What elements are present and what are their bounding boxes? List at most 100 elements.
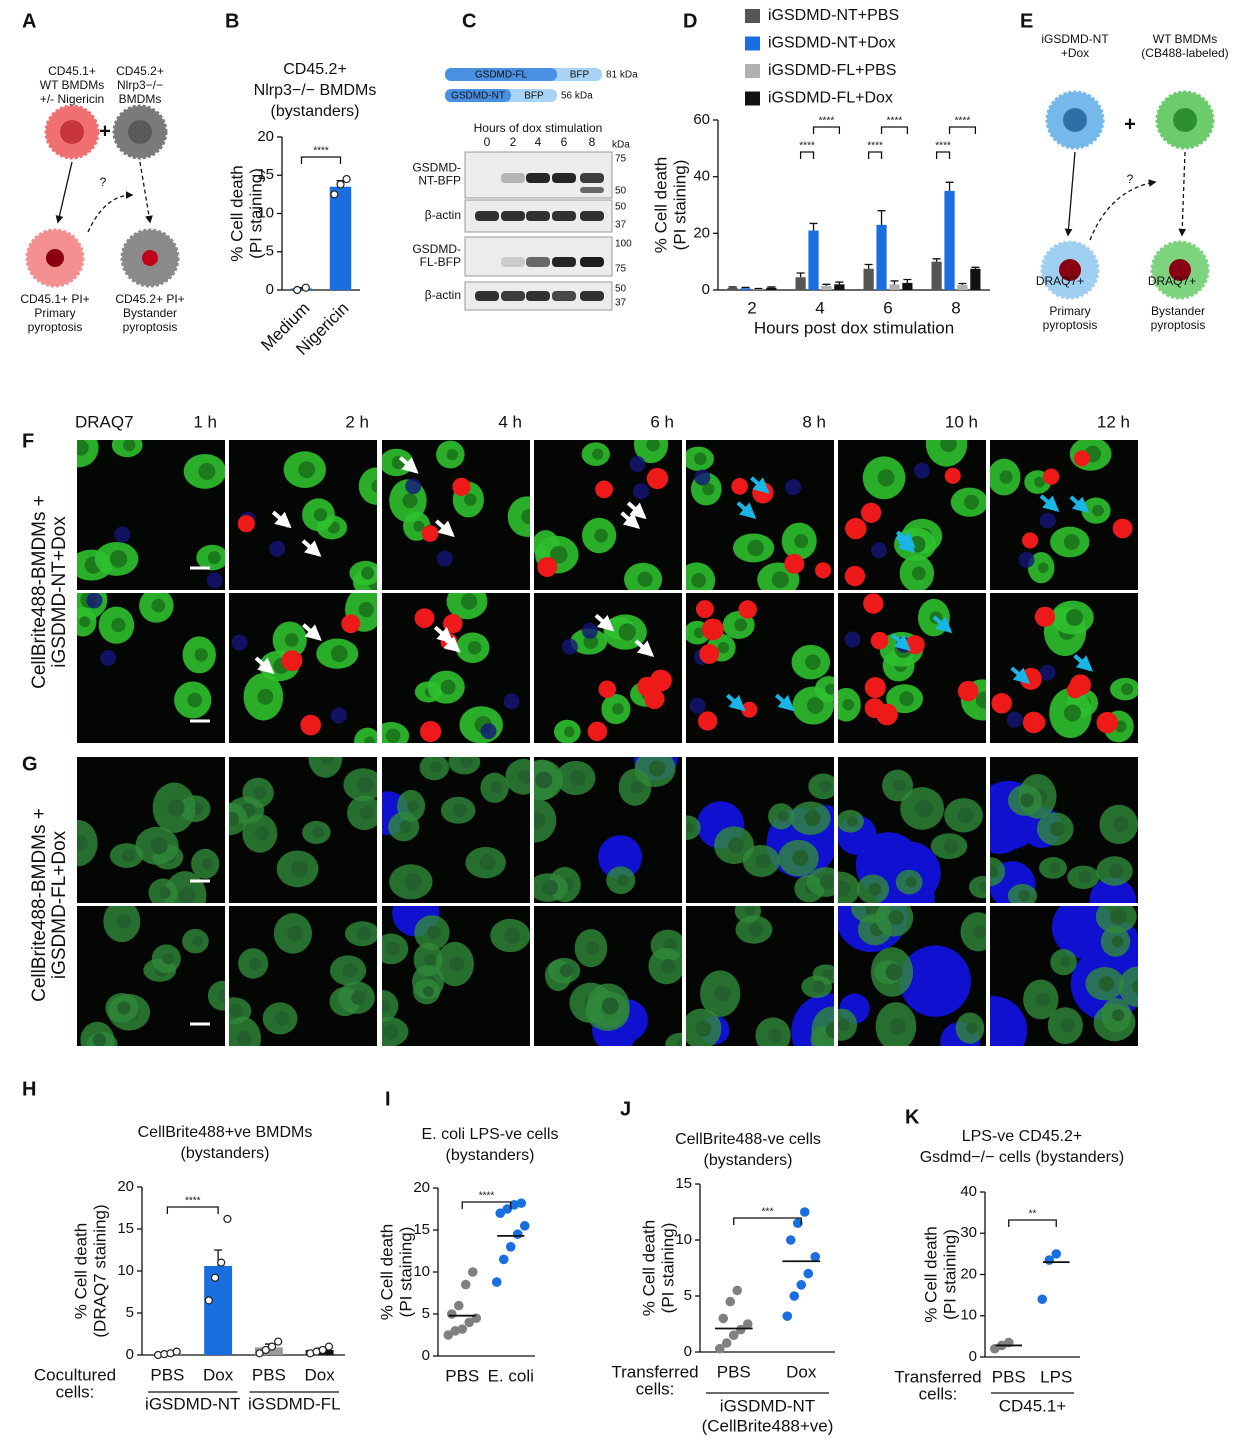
nucleus: [357, 776, 374, 793]
label: K: [905, 1106, 920, 1128]
label: D: [683, 10, 697, 32]
nucleus: [838, 880, 850, 898]
red-nucleus: [587, 721, 608, 742]
red-nucleus: [870, 631, 889, 650]
label: iGSDMD-FL+PBS: [768, 62, 896, 79]
y-tick-label: 20: [960, 1265, 977, 1282]
y-tick-label: 10: [960, 1307, 977, 1324]
nucleus: [504, 927, 521, 944]
arrow: [441, 635, 461, 653]
nucleus: [253, 786, 267, 800]
nucleus: [755, 853, 771, 869]
nucleus: [351, 990, 366, 1005]
nucleus: [382, 999, 391, 1013]
nucleus: [192, 935, 203, 947]
error-bar: [767, 286, 776, 288]
red-nucleus: [646, 467, 669, 490]
arrow: [626, 501, 647, 520]
micrograph: [77, 440, 225, 590]
bar: [204, 1265, 233, 1355]
data-point: [803, 1268, 814, 1279]
label: 2 h: [345, 412, 369, 431]
label: Dox: [305, 1365, 336, 1384]
data-point: [714, 1343, 725, 1354]
data-point: [255, 1349, 264, 1358]
nucleus: [728, 837, 745, 854]
nucleus: [569, 770, 586, 786]
significance-bracket: [166, 1206, 219, 1214]
red-nucleus: [697, 711, 718, 731]
data-point: [782, 1311, 793, 1321]
nucleus: [46, 249, 64, 267]
band: [526, 291, 550, 301]
micrograph: [686, 593, 834, 743]
nucleus: [1063, 108, 1087, 132]
label: CellBrite488-BMDMs +: [29, 495, 50, 689]
y-tick-label: 5: [266, 243, 274, 260]
data-point: [274, 1337, 283, 1346]
label: Transferred: [894, 1367, 981, 1386]
nucleus: [128, 120, 152, 144]
arrow: [1073, 654, 1094, 672]
micrograph: [229, 440, 377, 590]
band: [501, 257, 525, 267]
nucleus: [464, 493, 477, 506]
band: [552, 291, 576, 301]
data-point: [172, 1347, 181, 1356]
y-tick-label: 20: [693, 224, 710, 241]
nucleus: [695, 1020, 712, 1037]
nucleus: [846, 815, 858, 827]
y-axis-label: % Cell death: [651, 157, 670, 253]
y-axis-label: (PI staining): [658, 1223, 677, 1314]
arrow: [301, 539, 322, 557]
nucleus: [819, 780, 832, 793]
nucleus: [440, 679, 456, 695]
label: F: [22, 430, 34, 452]
label: E. coli: [488, 1366, 534, 1385]
nucleus: [1060, 1018, 1075, 1033]
y-axis-label: % Cell death: [227, 165, 246, 261]
label: (CB488-labeled): [1141, 46, 1228, 60]
nucleus: [371, 479, 377, 494]
red-nucleus: [1022, 711, 1045, 734]
bar: [931, 261, 942, 290]
bar: [795, 277, 806, 290]
arrow: [895, 530, 916, 549]
nucleus: [618, 623, 636, 641]
nucleus: [402, 493, 418, 509]
nucleus: [1063, 534, 1080, 550]
nucleus: [60, 120, 84, 144]
green-cell: [969, 875, 986, 899]
red-nucleus: [414, 608, 435, 628]
data-point: [261, 1345, 270, 1355]
label: DRAQ7: [75, 412, 134, 431]
label: ****: [313, 146, 329, 157]
nucleus: [747, 539, 764, 557]
nucleus: [109, 550, 128, 568]
label: CD45.1+ PI+: [20, 292, 89, 306]
y-tick-label: 60: [693, 111, 710, 128]
nucleus: [693, 627, 705, 639]
nucleus: [218, 989, 225, 1002]
significance-bracket: [867, 151, 883, 159]
nucleus: [535, 771, 553, 789]
red-nucleus: [845, 517, 867, 540]
label: iGSDMD-FL+Dox: [49, 830, 70, 979]
nucleus: [563, 726, 575, 738]
arrow: [891, 633, 911, 652]
blue-nucleus: [330, 707, 347, 724]
nucleus: [777, 811, 789, 822]
error-bar: [945, 181, 954, 191]
label: ****: [955, 116, 971, 127]
nucleus: [399, 820, 412, 833]
error-bar: [809, 222, 818, 231]
label: iGSDMD-NT+Dox: [49, 516, 70, 668]
blue-nucleus: [561, 638, 578, 655]
blue-nucleus: [480, 723, 497, 740]
error-bar: [728, 286, 737, 288]
nucleus: [825, 683, 834, 695]
data-point: [443, 1330, 454, 1340]
label: iGSDMD-NT+PBS: [768, 7, 899, 24]
nucleus: [714, 985, 731, 1002]
red-nucleus: [701, 618, 724, 641]
